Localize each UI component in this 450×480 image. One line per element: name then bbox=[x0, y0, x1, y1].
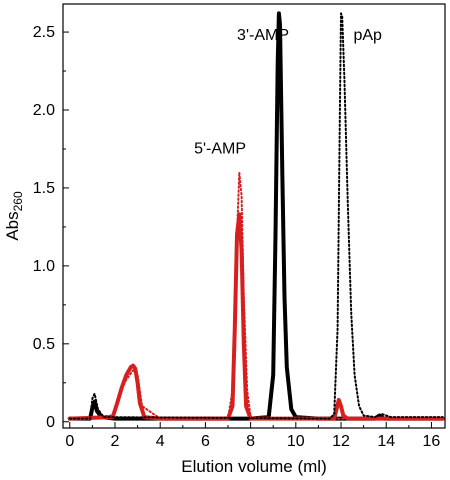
x-axis-title: Elution volume (ml) bbox=[181, 457, 327, 476]
y-tick-label: 0 bbox=[46, 414, 55, 431]
x-tick-label: 6 bbox=[201, 433, 210, 450]
x-tick-label: 4 bbox=[156, 433, 165, 450]
series-layer bbox=[67, 11, 445, 421]
annotation-layer: 3'-AMP pAp 5'-AMP bbox=[194, 27, 382, 158]
ticks-layer: 0 2 4 6 8 10 12 14 16 0 0.5 1.0 1.5 2.0 2.5 bbox=[33, 24, 441, 450]
peak-annotation: 3'-AMP bbox=[237, 27, 289, 44]
y-tick-label: 1.5 bbox=[33, 180, 55, 197]
y-tick-label: 2.5 bbox=[33, 24, 55, 41]
plot-frame bbox=[62, 3, 446, 429]
x-tick-label: 12 bbox=[332, 433, 350, 450]
series-line-1 bbox=[67, 11, 445, 421]
series-line-3 bbox=[68, 171, 444, 420]
peak-annotation: 5'-AMP bbox=[194, 141, 246, 158]
y-tick-label: 2.0 bbox=[33, 102, 55, 119]
x-tick-label: 8 bbox=[246, 433, 255, 450]
x-tick-label: 10 bbox=[287, 433, 305, 450]
x-tick-label: 2 bbox=[111, 433, 120, 450]
y-axis-title-subscript: 260 bbox=[11, 191, 25, 211]
x-tick-label: 0 bbox=[65, 433, 74, 450]
y-axis-title-main: Abs bbox=[3, 211, 22, 240]
peak-annotation: pAp bbox=[353, 27, 382, 44]
y-tick-label: 0.5 bbox=[33, 336, 55, 353]
series-line-4 bbox=[68, 12, 444, 420]
x-tick-label: 16 bbox=[423, 433, 441, 450]
series-line-2 bbox=[67, 212, 445, 421]
y-tick-label: 1.0 bbox=[33, 258, 55, 275]
y-axis-title: Abs260 bbox=[3, 191, 25, 241]
x-tick-label: 14 bbox=[377, 433, 395, 450]
